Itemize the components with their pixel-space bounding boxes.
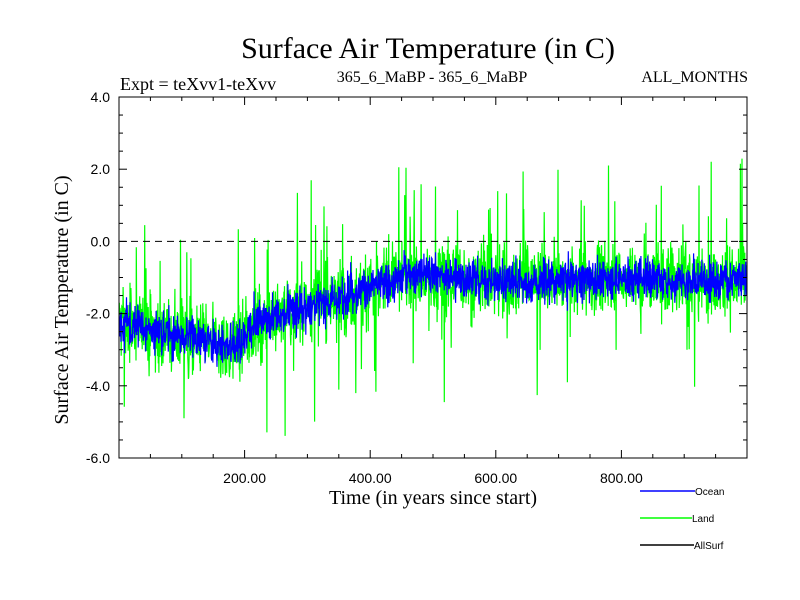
y-tick-label: -2.0: [86, 306, 110, 322]
legend-label-land: Land: [692, 514, 714, 525]
x-axis-label: Time (in years since start): [329, 487, 537, 509]
x-tick-label: 800.00: [600, 470, 643, 486]
series-line-land: [119, 158, 747, 436]
subtitle-center: 365_6_MaBP - 365_6_MaBP: [337, 69, 528, 86]
series-line-ocean: [119, 250, 747, 367]
chart-title: Surface Air Temperature (in C): [241, 32, 615, 65]
legend: Ocean Land AllSurf: [640, 487, 724, 552]
x-tick-label: 600.00: [474, 470, 517, 486]
x-tick-label: 200.00: [223, 470, 266, 486]
legend-label-ocean: Ocean: [695, 487, 724, 498]
y-tick-label: 2.0: [91, 161, 111, 177]
axis-ticks: [119, 96, 747, 459]
y-tick-label: 4.0: [91, 89, 111, 105]
y-tick-label: 0.0: [91, 233, 111, 249]
x-tick-label: 400.00: [349, 470, 392, 486]
y-tick-label: -4.0: [86, 378, 110, 394]
y-axis-label: Surface Air Temperature (in C): [51, 175, 73, 424]
subtitle-right: ALL_MONTHS: [641, 69, 748, 86]
subtitle-left: Expt = teXvv1-teXvv: [120, 74, 276, 94]
y-tick-label: -6.0: [86, 450, 110, 466]
legend-label-allsurf: AllSurf: [694, 541, 724, 552]
